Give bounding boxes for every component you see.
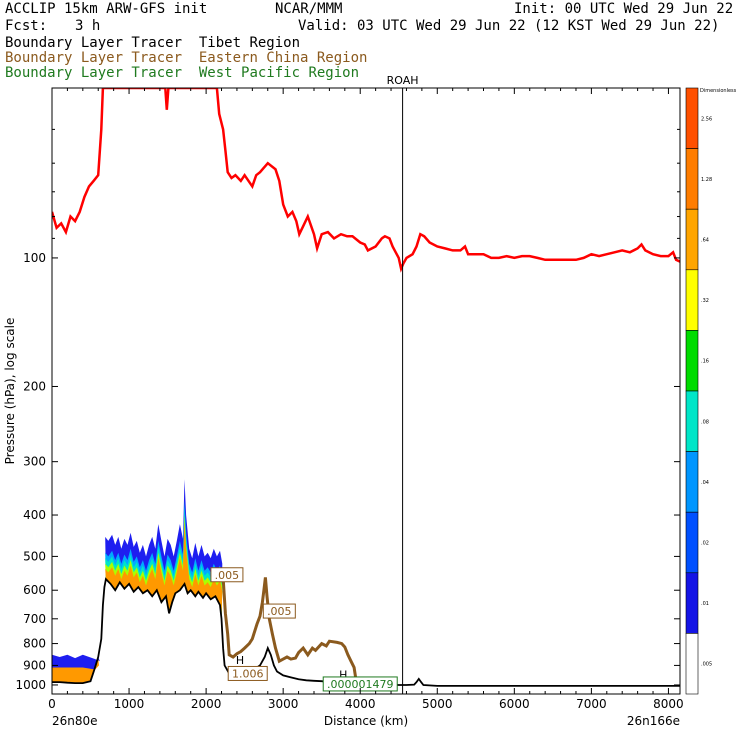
colorbar-label: .64 [701,238,709,244]
contour-label: 1.006 [232,667,264,680]
colorbar-swatch [685,148,699,210]
colorbar-swatch [685,390,699,452]
colorbar-swatch [685,208,699,271]
x-tick-label: 2000 [191,697,222,711]
y-tick-label: 400 [23,508,46,522]
legend-line-west-pacific-region: West Pacific Region [198,65,360,81]
contour-label: .005 [267,605,292,618]
colorbar-swatch [685,87,699,149]
x-tick-label: 1000 [114,697,145,711]
contour-label-box [227,665,268,681]
contour-label-box [210,567,244,583]
forecast-label: Fcst: [5,18,48,34]
colorbar-swatch [685,633,699,695]
colorbar-title: Dimensionless [700,88,737,94]
legend-line-tibet-region: Tibet Region [198,35,301,51]
y-axis-label: Pressure (hPa), log scale [3,318,17,465]
contour-label: .000001479 [327,678,393,691]
colorbar-label: 2.56 [701,116,712,122]
colorbar-label: .005 [701,662,712,668]
legend-line-eastern-field: Boundary Layer Tracer [5,50,183,66]
colorbar-label: .32 [701,298,709,304]
x-tick-label: 4000 [345,697,376,711]
left-endpoint-label: 26n80e [52,714,98,728]
colorbar: 2.56 1.28 .64 .32 .16 .08 .04 .02 .01 .005 [685,87,712,695]
colorbar-label: 1.28 [701,177,712,183]
colorbar-label: .04 [701,480,709,486]
axes: 0 1000 2000 3000 4000 5000 6000 7000 80001002003… [15,88,684,711]
right-endpoint-label: 26n166e [627,714,680,728]
legend-line-tibet-field: Boundary Layer Tracer [5,35,183,51]
contour-label: H [339,668,347,681]
contour-label: .005 [215,569,240,582]
y-tick-label: 1000 [15,678,46,692]
colorbar-swatch [685,269,699,331]
legend-line-eastern: Boundary Layer Tracer Eastern China Regi… [5,51,367,66]
x-tick-label: 0 [48,697,56,711]
eastern-tracer-contour [218,570,358,678]
legend-line-tibet: Boundary Layer Tracer Tibet Region [5,36,300,51]
x-axis-label: Distance (km) [324,714,408,728]
colorbar-swatch [685,330,699,392]
y-tick-label: 700 [23,612,46,626]
contour-label-box [262,603,296,619]
plot-frame [51,87,681,695]
model-title: ACCLIP 15km ARW-GFS init [5,1,208,17]
colorbar-label: .08 [701,419,709,425]
colorbar-swatch [685,572,699,634]
y-tick-label: 200 [23,379,46,393]
left-pool-orange [52,657,99,684]
x-tick-label: 6000 [499,697,530,711]
colorbar-label: .02 [701,541,709,547]
y-tick-label: 800 [23,637,46,651]
colorbar-label: .16 [701,359,709,365]
y-tick-label: 900 [23,658,46,672]
forecast-value: 3 h [75,18,101,34]
legend-line-eastern-region: Eastern China Region [198,50,368,66]
x-tick-label: 8000 [653,697,684,711]
station-marker-label: ROAH [387,74,419,87]
terrain-line [52,577,680,687]
colorbar-swatch [685,451,699,513]
valid-time: Valid: 03 UTC Wed 29 Jun 22 (12 KST Wed … [298,18,720,34]
colorbar-swatch [685,511,699,574]
x-tick-label: 3000 [268,697,299,711]
x-tick-label: 7000 [576,697,607,711]
y-tick-label: 300 [23,455,46,469]
init-time: Init: 00 UTC Wed 29 Jun 22 [514,1,734,17]
y-tick-label: 100 [23,251,46,265]
x-tick-label: 5000 [422,697,453,711]
y-tick-label: 600 [23,583,46,597]
legend-line-west-pacific-field: Boundary Layer Tracer [5,65,183,81]
y-tick-label: 500 [23,549,46,563]
contour-label: H [236,654,244,667]
colorbar-label: .01 [701,601,709,607]
legend-line-west-pacific: Boundary Layer Tracer West Pacific Regio… [5,66,359,81]
tropopause-line [52,88,680,273]
org-label: NCAR/MMM [275,1,343,17]
